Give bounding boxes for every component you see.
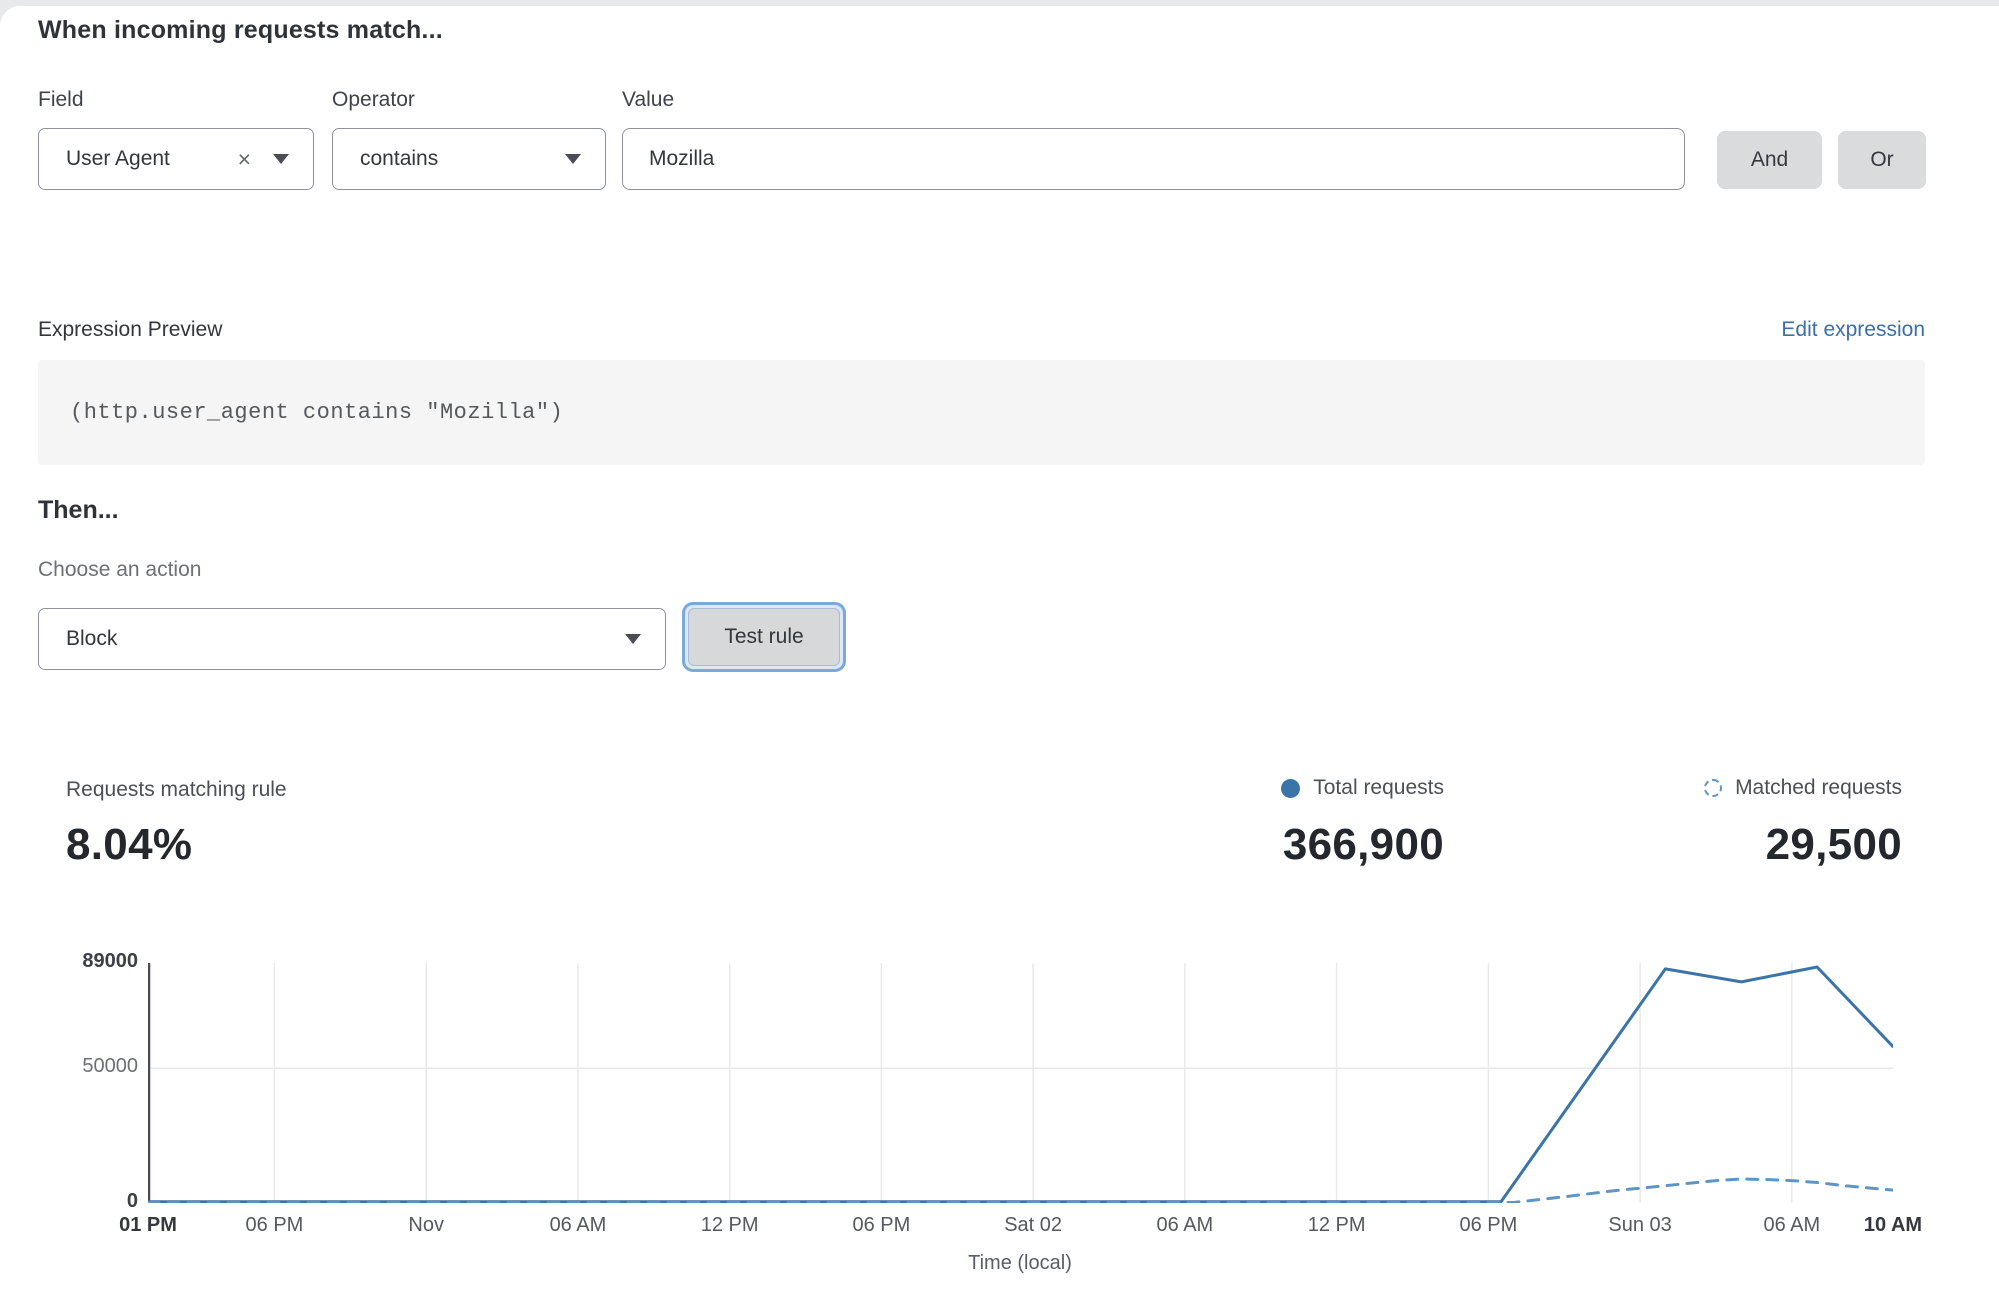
matched-requests-dashed-circle-icon — [1704, 779, 1723, 797]
x-tick-label: 06 AM — [1763, 1214, 1821, 1236]
x-tick-label: 06 AM — [1156, 1214, 1214, 1236]
x-tick-label: Sat 02 — [1004, 1214, 1063, 1236]
x-tick-label: 12 PM — [700, 1214, 759, 1236]
x-tick-label: 10 AM — [1863, 1214, 1923, 1236]
matched-requests-value: 29,500 — [1765, 820, 1902, 869]
chart-canvas — [146, 963, 1895, 1205]
requests-matching-value: 8.04% — [66, 820, 193, 869]
x-tick-label: 01 PM — [119, 1214, 177, 1236]
then-heading: Then... — [38, 496, 119, 524]
page-title: When incoming requests match... — [38, 16, 443, 44]
field-select[interactable]: User Agent × — [38, 128, 314, 190]
expression-preview-label: Expression Preview — [38, 318, 223, 341]
legend-total-requests[interactable]: Total requests — [1281, 776, 1444, 800]
legend-matched-requests[interactable]: Matched requests — [1704, 776, 1902, 800]
total-requests-dot-icon — [1281, 778, 1301, 798]
x-tick-label: 06 PM — [245, 1214, 304, 1236]
remove-field-icon[interactable]: × — [237, 145, 251, 172]
operator-select-value: contains — [360, 147, 439, 170]
y-tick-label: 0 — [126, 1190, 138, 1212]
edit-expression-link[interactable]: Edit expression — [1781, 318, 1925, 341]
operator-select[interactable]: contains — [332, 128, 606, 190]
x-tick-label: Sun 03 — [1608, 1214, 1672, 1236]
operator-label: Operator — [332, 88, 415, 111]
or-button[interactable]: Or — [1838, 131, 1926, 189]
field-select-value: User Agent — [66, 147, 170, 170]
chevron-down-icon — [565, 154, 581, 164]
field-label: Field — [38, 88, 84, 111]
x-tick-label: Nov — [408, 1214, 444, 1236]
total-requests-label: Total requests — [1313, 776, 1444, 799]
test-rule-button[interactable]: Test rule — [688, 608, 840, 666]
total-requests-value: 366,900 — [1282, 820, 1444, 869]
test-rule-focus-ring: Test rule — [682, 602, 846, 672]
x-tick-label: 12 PM — [1307, 1214, 1366, 1236]
y-tick-label: 89000 — [82, 950, 138, 972]
x-tick-label: 06 PM — [852, 1214, 911, 1236]
action-select[interactable]: Block — [38, 608, 666, 670]
x-tick-label: 06 PM — [1459, 1214, 1518, 1236]
requests-matching-label: Requests matching rule — [66, 778, 287, 801]
choose-action-label: Choose an action — [38, 558, 202, 581]
chevron-down-icon — [273, 154, 289, 164]
value-input[interactable] — [622, 128, 1685, 190]
expression-code: (http.user_agent contains "Mozilla") — [70, 400, 564, 425]
requests-line-chart — [146, 963, 1895, 1205]
action-select-value: Block — [66, 627, 118, 650]
x-axis-title: Time (local) — [968, 1252, 1072, 1274]
chevron-down-icon — [625, 634, 641, 644]
matched-requests-label: Matched requests — [1735, 776, 1902, 799]
y-tick-label: 50000 — [82, 1055, 138, 1078]
value-label: Value — [622, 88, 675, 111]
and-button[interactable]: And — [1717, 131, 1822, 189]
expression-preview-box: (http.user_agent contains "Mozilla") — [38, 360, 1925, 465]
x-tick-label: 06 AM — [549, 1214, 607, 1236]
